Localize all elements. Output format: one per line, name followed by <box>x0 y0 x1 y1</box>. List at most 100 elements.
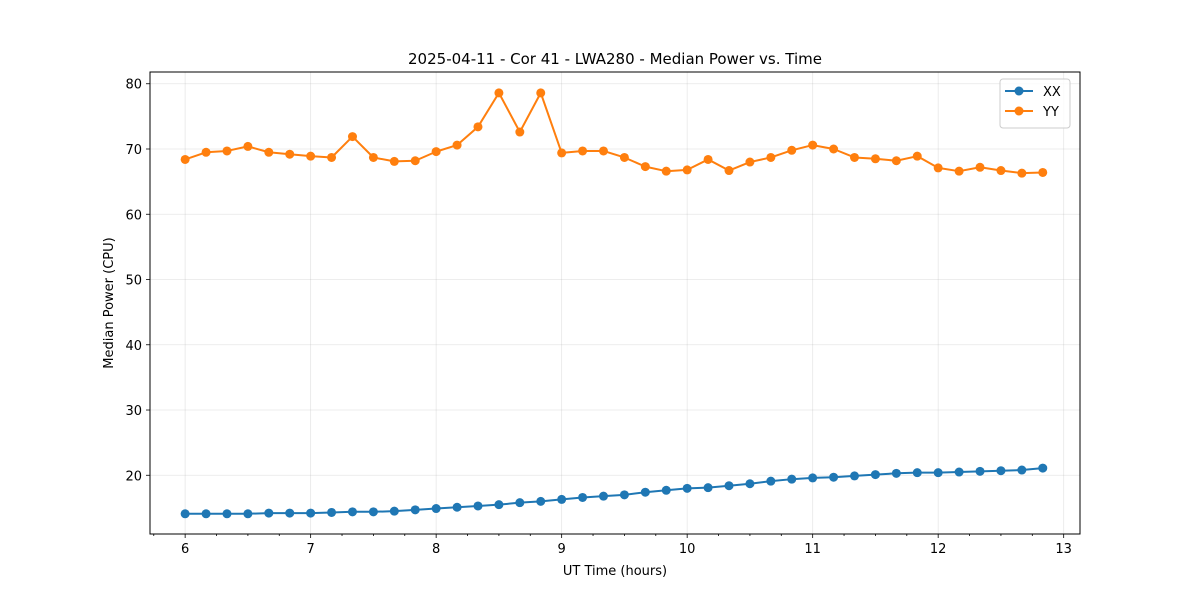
x-tick-label: 12 <box>930 542 947 557</box>
data-point-yy <box>975 162 985 172</box>
x-tick-label: 9 <box>558 542 566 557</box>
data-point-xx <box>808 473 818 483</box>
data-point-xx <box>829 472 839 482</box>
x-tick-label: 6 <box>181 542 189 557</box>
data-point-yy <box>578 146 588 156</box>
data-point-yy <box>327 152 337 162</box>
data-point-yy <box>619 152 629 162</box>
y-tick-label: 20 <box>125 469 142 484</box>
x-tick-label: 8 <box>432 542 440 557</box>
data-point-xx <box>264 508 274 518</box>
y-tick-label: 80 <box>125 78 142 93</box>
data-point-xx <box>452 502 462 512</box>
data-point-xx <box>954 467 964 477</box>
x-tick-label: 11 <box>804 542 821 557</box>
data-point-xx <box>724 481 734 491</box>
data-point-yy <box>829 144 839 154</box>
data-point-yy <box>745 157 755 167</box>
data-point-yy <box>1038 167 1048 177</box>
data-point-xx <box>766 476 776 486</box>
data-point-yy <box>996 166 1006 176</box>
data-point-xx <box>557 494 567 504</box>
data-point-yy <box>598 146 608 156</box>
legend-label-xx: XX <box>1043 85 1061 100</box>
data-point-yy <box>912 151 922 161</box>
data-point-xx <box>661 485 671 495</box>
data-point-xx <box>1017 465 1027 475</box>
data-point-yy <box>347 132 357 142</box>
data-point-yy <box>243 141 253 151</box>
plot-frame <box>149 71 1081 535</box>
legend-item-yy: YY <box>1005 105 1059 120</box>
data-point-xx <box>850 471 860 481</box>
x-tick-label: 10 <box>679 542 696 557</box>
data-point-yy <box>891 156 901 166</box>
data-point-xx <box>201 509 211 519</box>
data-point-yy <box>661 166 671 176</box>
data-point-xx <box>891 468 901 478</box>
data-point-yy <box>766 152 776 162</box>
data-point-xx <box>285 508 295 518</box>
data-point-xx <box>515 498 525 508</box>
y-tick-label: 50 <box>125 274 142 289</box>
data-point-yy <box>850 152 860 162</box>
data-point-yy <box>306 151 316 161</box>
legend: XX YY <box>999 78 1071 129</box>
y-axis-label: Median Power (CPU) <box>102 237 117 368</box>
data-point-xx <box>912 468 922 478</box>
data-point-yy <box>808 140 818 150</box>
data-point-yy <box>389 156 399 166</box>
data-point-xx <box>327 507 337 517</box>
data-point-yy <box>954 166 964 176</box>
data-point-yy <box>473 122 483 132</box>
data-point-xx <box>578 492 588 502</box>
series-xx <box>180 463 1048 519</box>
data-point-xx <box>619 490 629 500</box>
data-point-yy <box>640 162 650 172</box>
data-point-xx <box>682 483 692 493</box>
series-line-yy <box>184 91 1043 175</box>
data-point-yy <box>933 163 943 173</box>
data-point-xx <box>787 474 797 484</box>
data-point-xx <box>598 491 608 501</box>
y-tick-label: 30 <box>125 404 142 419</box>
data-point-xx <box>368 507 378 517</box>
data-point-yy <box>870 154 880 164</box>
data-point-yy <box>703 154 713 164</box>
data-point-xx <box>431 504 441 514</box>
data-point-yy <box>410 156 420 166</box>
data-point-yy <box>536 88 546 98</box>
data-point-xx <box>389 506 399 516</box>
data-point-yy <box>494 88 504 98</box>
data-point-xx <box>745 479 755 489</box>
data-point-yy <box>201 147 211 157</box>
data-point-yy <box>368 152 378 162</box>
data-point-xx <box>703 483 713 493</box>
data-point-xx <box>410 505 420 515</box>
x-axis-label: UT Time (hours) <box>563 564 667 579</box>
data-point-xx <box>306 508 316 518</box>
data-point-yy <box>724 166 734 176</box>
data-point-xx <box>494 500 504 510</box>
data-point-yy <box>264 147 274 157</box>
x-tick-label: 7 <box>307 542 315 557</box>
grid-lines <box>150 72 1080 534</box>
series-yy <box>180 88 1048 178</box>
data-point-yy <box>222 146 232 156</box>
data-point-yy <box>682 165 692 175</box>
x-tick-label: 13 <box>1055 542 1072 557</box>
data-point-xx <box>870 470 880 480</box>
legend-label-yy: YY <box>1042 105 1059 120</box>
data-point-xx <box>473 501 483 511</box>
legend-item-xx: XX <box>1005 85 1061 100</box>
data-point-yy <box>431 147 441 157</box>
chart-title: 2025-04-11 - Cor 41 - LWA280 - Median Po… <box>408 50 822 68</box>
data-point-xx <box>996 466 1006 476</box>
legend-marker-xx <box>1014 86 1024 96</box>
data-point-xx <box>180 509 190 519</box>
data-point-xx <box>933 468 943 478</box>
data-point-yy <box>180 154 190 164</box>
data-point-xx <box>975 466 985 476</box>
